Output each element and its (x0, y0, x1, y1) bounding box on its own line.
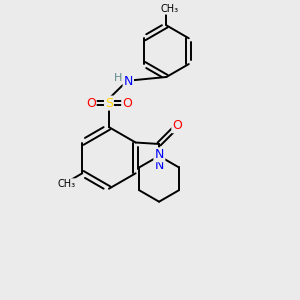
Text: CH₃: CH₃ (57, 179, 75, 189)
Text: N: N (155, 159, 164, 172)
Text: S: S (105, 97, 113, 110)
Text: H: H (114, 74, 122, 83)
Text: N: N (124, 76, 133, 88)
Text: O: O (172, 119, 182, 132)
Text: O: O (86, 97, 96, 110)
Text: CH₃: CH₃ (161, 4, 179, 14)
Text: N: N (154, 148, 164, 161)
Text: O: O (122, 97, 132, 110)
